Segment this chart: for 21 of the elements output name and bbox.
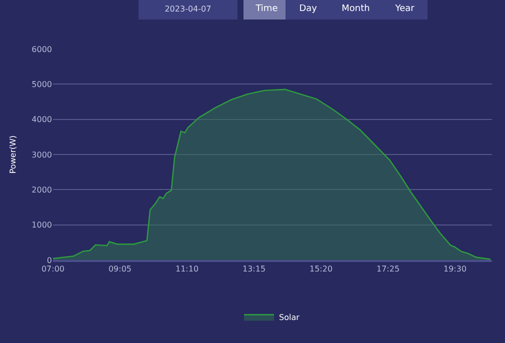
y-tick-label: 2000 [32,185,52,194]
y-tick-label: 3000 [32,150,52,160]
x-tick-label: 09:05 [108,264,132,274]
x-tick-label: 17:25 [376,264,400,274]
text: Month [342,4,370,14]
text: Day [299,4,318,14]
y-axis-title: Power(W) [8,135,18,174]
text: Year [394,4,415,14]
y-tick-label: 6000 [32,44,52,54]
x-tick-label: 19:30 [443,264,467,274]
y-tick-label: 4000 [32,115,52,124]
x-tick-label: 15:20 [309,264,333,274]
x-tick-label: 07:00 [41,264,65,274]
text: 2023-04-07 [164,4,212,14]
y-tick-label: 0 [46,256,52,265]
legend-label: Solar [279,312,300,322]
x-tick-label: 13:15 [242,264,266,274]
x-tick-label: 11:10 [175,264,199,274]
text: Time [254,4,278,14]
y-tick-label: 5000 [32,80,52,89]
y-tick-label: 1000 [32,220,52,230]
